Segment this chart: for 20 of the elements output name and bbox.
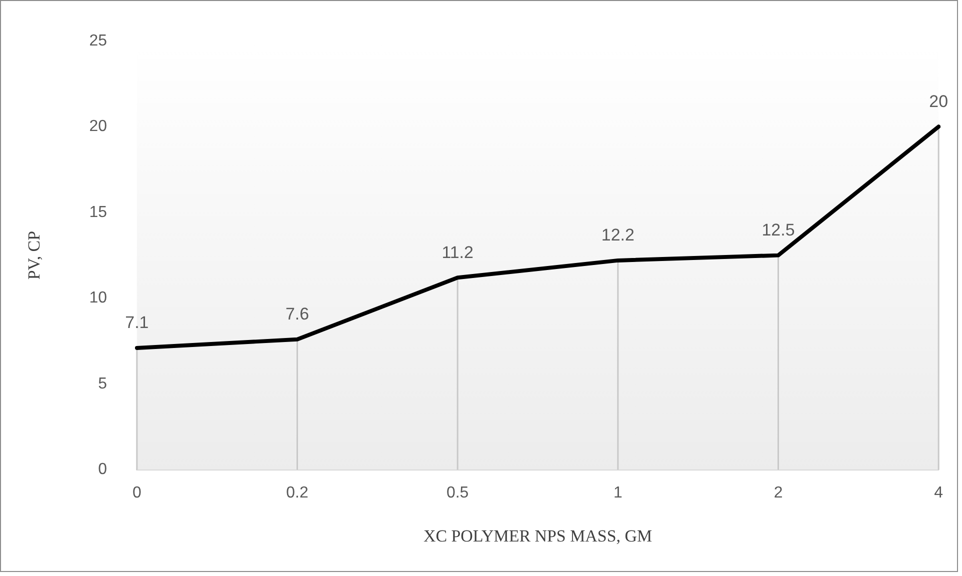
y-tick-label: 20: [89, 118, 108, 136]
x-tick-label: 4: [934, 484, 944, 502]
data-label: 12.2: [601, 226, 634, 245]
x-axis-title: XC POLYMER NPS MASS, GM: [423, 526, 652, 546]
y-tick-label: 5: [98, 375, 108, 392]
x-tick-label: 2: [774, 484, 783, 502]
data-label: 7.6: [285, 304, 310, 324]
y-tick-label: 10: [89, 290, 108, 307]
y-tick-label: 0: [98, 461, 108, 478]
x-tick-label: 1: [613, 484, 622, 502]
x-tick-label: 0.2: [286, 484, 308, 502]
y-axis-title: PV, CP: [24, 230, 44, 280]
data-label: 11.2: [442, 242, 474, 262]
x-tick-label: 0.5: [446, 484, 469, 502]
data-label: 12.5: [762, 220, 795, 240]
x-tick-label: 0: [132, 484, 142, 502]
y-tick-label: 25: [89, 32, 108, 50]
data-label: 20: [929, 92, 948, 111]
data-label: 7.1: [125, 313, 149, 332]
y-tick-label: 15: [89, 204, 108, 221]
